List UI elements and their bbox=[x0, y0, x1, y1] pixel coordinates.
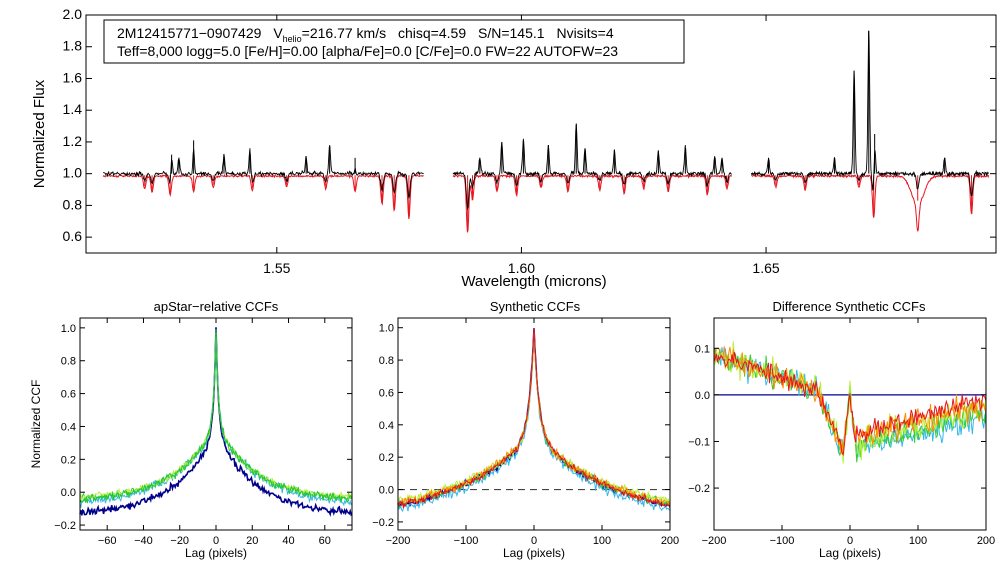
info-box bbox=[103, 19, 685, 64]
y-tick-label: 0.0 bbox=[379, 485, 394, 497]
x-tick-label: −200 bbox=[386, 535, 411, 547]
y-tick-label: 0.6 bbox=[379, 387, 394, 399]
observed-spectrum bbox=[102, 30, 990, 211]
y-tick-label: 0.6 bbox=[63, 228, 83, 244]
chisq-value: chisq=4.59 bbox=[398, 25, 466, 41]
difference-xlabel: Lag (pixels) bbox=[819, 546, 881, 560]
ccf-series-1 bbox=[397, 328, 671, 508]
y-tick-label: 0.0 bbox=[61, 487, 76, 499]
y-tick-label: −0.1 bbox=[688, 436, 710, 448]
y-tick-label: 0.6 bbox=[61, 389, 76, 401]
y-tick-label: 1.0 bbox=[61, 323, 76, 335]
x-tick-label: 100 bbox=[593, 535, 611, 547]
object-id: 2M12415771−0907429 bbox=[117, 25, 262, 41]
y-tick-label: 1.2 bbox=[63, 133, 83, 149]
synthetic-ccf-panel: Synthetic CCFs −200 −100 0 100 200 −0.2 0.0 0.… bbox=[372, 299, 679, 560]
spectrum-xlabel: Wavelength (microns) bbox=[461, 273, 606, 290]
y-tick-label: 0.8 bbox=[63, 196, 83, 212]
y-tick-label: 0.8 bbox=[379, 355, 394, 367]
nvisits-value: Nvisits=4 bbox=[556, 25, 613, 41]
synthetic-xlabel: Lag (pixels) bbox=[503, 546, 565, 560]
synthetic-title: Synthetic CCFs bbox=[490, 299, 581, 314]
x-tick-label: −100 bbox=[770, 535, 795, 547]
y-tick-label: 0.4 bbox=[61, 421, 76, 433]
y-tick-label: 0.8 bbox=[61, 356, 76, 368]
y-tick-label: 0.1 bbox=[695, 343, 710, 355]
vhelio-label: V bbox=[273, 25, 283, 41]
spectrum-frame bbox=[85, 14, 997, 254]
x-tick-label: −60 bbox=[98, 535, 117, 547]
x-tick-label: −100 bbox=[454, 535, 479, 547]
x-tick-label: 200 bbox=[977, 535, 995, 547]
ccf-series-1 bbox=[79, 327, 353, 517]
y-tick-label: 2.0 bbox=[63, 6, 83, 22]
y-tick-label: 1.8 bbox=[63, 38, 83, 54]
difference-series-3 bbox=[713, 341, 987, 464]
y-tick-label: 0.2 bbox=[379, 452, 394, 464]
x-tick-label: 40 bbox=[282, 535, 294, 547]
model-chip-3 bbox=[751, 173, 990, 232]
apstar-title: apStar−relative CCFs bbox=[154, 299, 279, 314]
info-line-1: 2M12415771−0907429 Vhelio=216.77 km/s ch… bbox=[117, 25, 614, 44]
y-tick-label: 0.0 bbox=[695, 390, 710, 402]
ccf-series-2 bbox=[397, 332, 671, 513]
x-tick-label: −200 bbox=[702, 535, 727, 547]
y-tick-label: −0.2 bbox=[54, 520, 76, 532]
spectrum-panel: 1.55 1.60 1.65 0.6 0.8 1.0 1.2 1.4 1.6 1.8 2.0 2M… bbox=[31, 6, 997, 290]
model-chip-1 bbox=[102, 173, 424, 219]
ccf-series-5 bbox=[79, 334, 353, 504]
info-line-2: Teff=8,000 logg=5.0 [Fe/H]=0.00 [alpha/F… bbox=[117, 43, 618, 59]
y-tick-label: −0.2 bbox=[688, 483, 710, 495]
y-tick-label: 1.6 bbox=[63, 69, 83, 85]
y-tick-label: 0.4 bbox=[379, 420, 394, 432]
model-spectrum bbox=[102, 173, 990, 233]
difference-series-5 bbox=[713, 351, 987, 457]
vhelio-value: =216.77 km/s bbox=[302, 25, 386, 41]
x-tick-label: −20 bbox=[170, 535, 189, 547]
spectrum-ylabel: Normalized Flux bbox=[31, 79, 48, 188]
y-tick-label: 1.4 bbox=[63, 101, 83, 117]
ccf-series-6 bbox=[397, 327, 671, 509]
model-chip-2 bbox=[452, 173, 733, 233]
apstar-xlabel: Lag (pixels) bbox=[185, 546, 247, 560]
ccf-series-5 bbox=[397, 329, 671, 508]
y-tick-label: 0.2 bbox=[61, 454, 76, 466]
x-tick-label: 20 bbox=[246, 535, 258, 547]
difference-title: Difference Synthetic CCFs bbox=[773, 299, 926, 314]
x-tick-label: −40 bbox=[134, 535, 153, 547]
observed-chip-2 bbox=[452, 123, 733, 211]
observed-chip-3 bbox=[750, 30, 990, 196]
vhelio-subscript: helio bbox=[283, 34, 302, 44]
x-tick-label: 0 bbox=[531, 535, 537, 547]
x-tick-label: 0 bbox=[847, 535, 853, 547]
difference-ccf-panel: Difference Synthetic CCFs −200 −100 0 100 20… bbox=[688, 299, 995, 560]
x-tick-label: 0 bbox=[213, 535, 219, 547]
x-tick-label: 1.65 bbox=[752, 260, 779, 276]
x-tick-label: 60 bbox=[319, 535, 331, 547]
x-tick-label: 1.55 bbox=[263, 260, 290, 276]
ccf-series-4 bbox=[79, 332, 353, 502]
ccf-series-3 bbox=[397, 331, 671, 508]
x-tick-label: 200 bbox=[661, 535, 679, 547]
apstar-ccf-panel: apStar−relative CCFs −60 −40 −20 0 20 40 60 −0… bbox=[29, 299, 353, 560]
ccf-series-4 bbox=[397, 334, 671, 504]
snr-value: S/N=145.1 bbox=[478, 25, 545, 41]
apstar-ylabel: Normalized CCF bbox=[29, 380, 43, 469]
y-tick-label: 1.0 bbox=[63, 165, 83, 181]
observed-chip-1 bbox=[102, 145, 424, 200]
x-tick-label: 100 bbox=[909, 535, 927, 547]
y-tick-label: 1.0 bbox=[379, 323, 394, 335]
x-tick-label: 1.60 bbox=[508, 260, 535, 276]
y-tick-label: −0.2 bbox=[372, 517, 394, 529]
